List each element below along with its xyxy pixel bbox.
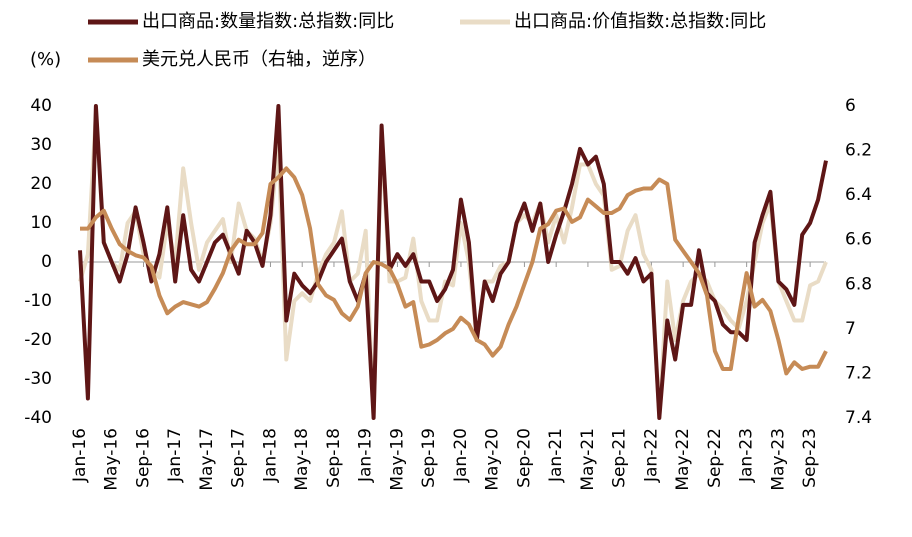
x-tick-label: May-20: [483, 428, 503, 491]
y2-tick-label: 6.2: [845, 141, 872, 161]
y2-tick-label: 7.2: [845, 363, 872, 383]
legend-label: 出口商品:数量指数:总指数:同比: [142, 11, 394, 32]
x-tick-label: Sep-19: [419, 428, 439, 488]
legend-label: 出口商品:价值指数:总指数:同比: [514, 11, 766, 32]
x-tick-label: Jan-18: [260, 428, 280, 483]
y-axis-label: (%): [30, 49, 61, 70]
y-tick-label: -40: [24, 408, 52, 428]
x-tick-label: Jan-20: [451, 428, 471, 483]
x-tick-label: May-23: [768, 428, 788, 491]
y-tick-label: -10: [24, 291, 52, 311]
series-line: [78, 104, 828, 420]
x-tick-label: Jan-21: [546, 428, 566, 483]
x-tick-label: May-21: [578, 428, 598, 491]
y2-tick-label: 7.4: [845, 408, 872, 428]
x-tick-label: Sep-23: [800, 428, 820, 488]
y2-tick-label: 6.4: [845, 185, 872, 205]
x-tick-label: May-22: [673, 428, 693, 491]
x-tick-label: Sep-17: [229, 428, 249, 488]
y-tick-label: 40: [30, 96, 52, 116]
x-tick-label: Jan-19: [356, 428, 376, 483]
x-tick-label: Jan-23: [737, 428, 757, 483]
x-tick-label: Jan-16: [70, 428, 90, 483]
x-tick-label: May-19: [387, 428, 407, 491]
x-tick-label: Sep-16: [133, 428, 153, 488]
x-tick-label: Jan-17: [165, 428, 185, 483]
y2-tick-label: 6.8: [845, 274, 872, 294]
x-tick-label: Sep-20: [514, 428, 534, 488]
x-tick-label: Sep-21: [610, 428, 630, 488]
y-tick-label: 30: [30, 135, 52, 155]
y2-tick-label: 6: [845, 96, 856, 116]
series-line: [80, 166, 828, 376]
y2-tick-label: 6.6: [845, 230, 872, 250]
y-tick-label: 0: [41, 252, 52, 272]
x-tick-label: May-18: [292, 428, 312, 491]
y2-tick-label: 7: [845, 319, 856, 339]
y-tick-label: -30: [24, 369, 52, 389]
y-tick-label: 10: [30, 213, 52, 233]
y-tick-label: 20: [30, 174, 52, 194]
x-tick-label: Sep-18: [324, 428, 344, 488]
y-tick-label: -20: [24, 330, 52, 350]
legend-label: 美元兑人民币（右轴，逆序）: [142, 49, 376, 70]
x-tick-label: May-16: [102, 428, 122, 491]
x-tick-label: Jan-22: [641, 428, 661, 483]
x-tick-label: Sep-22: [705, 428, 725, 488]
x-tick-label: May-17: [197, 428, 217, 491]
